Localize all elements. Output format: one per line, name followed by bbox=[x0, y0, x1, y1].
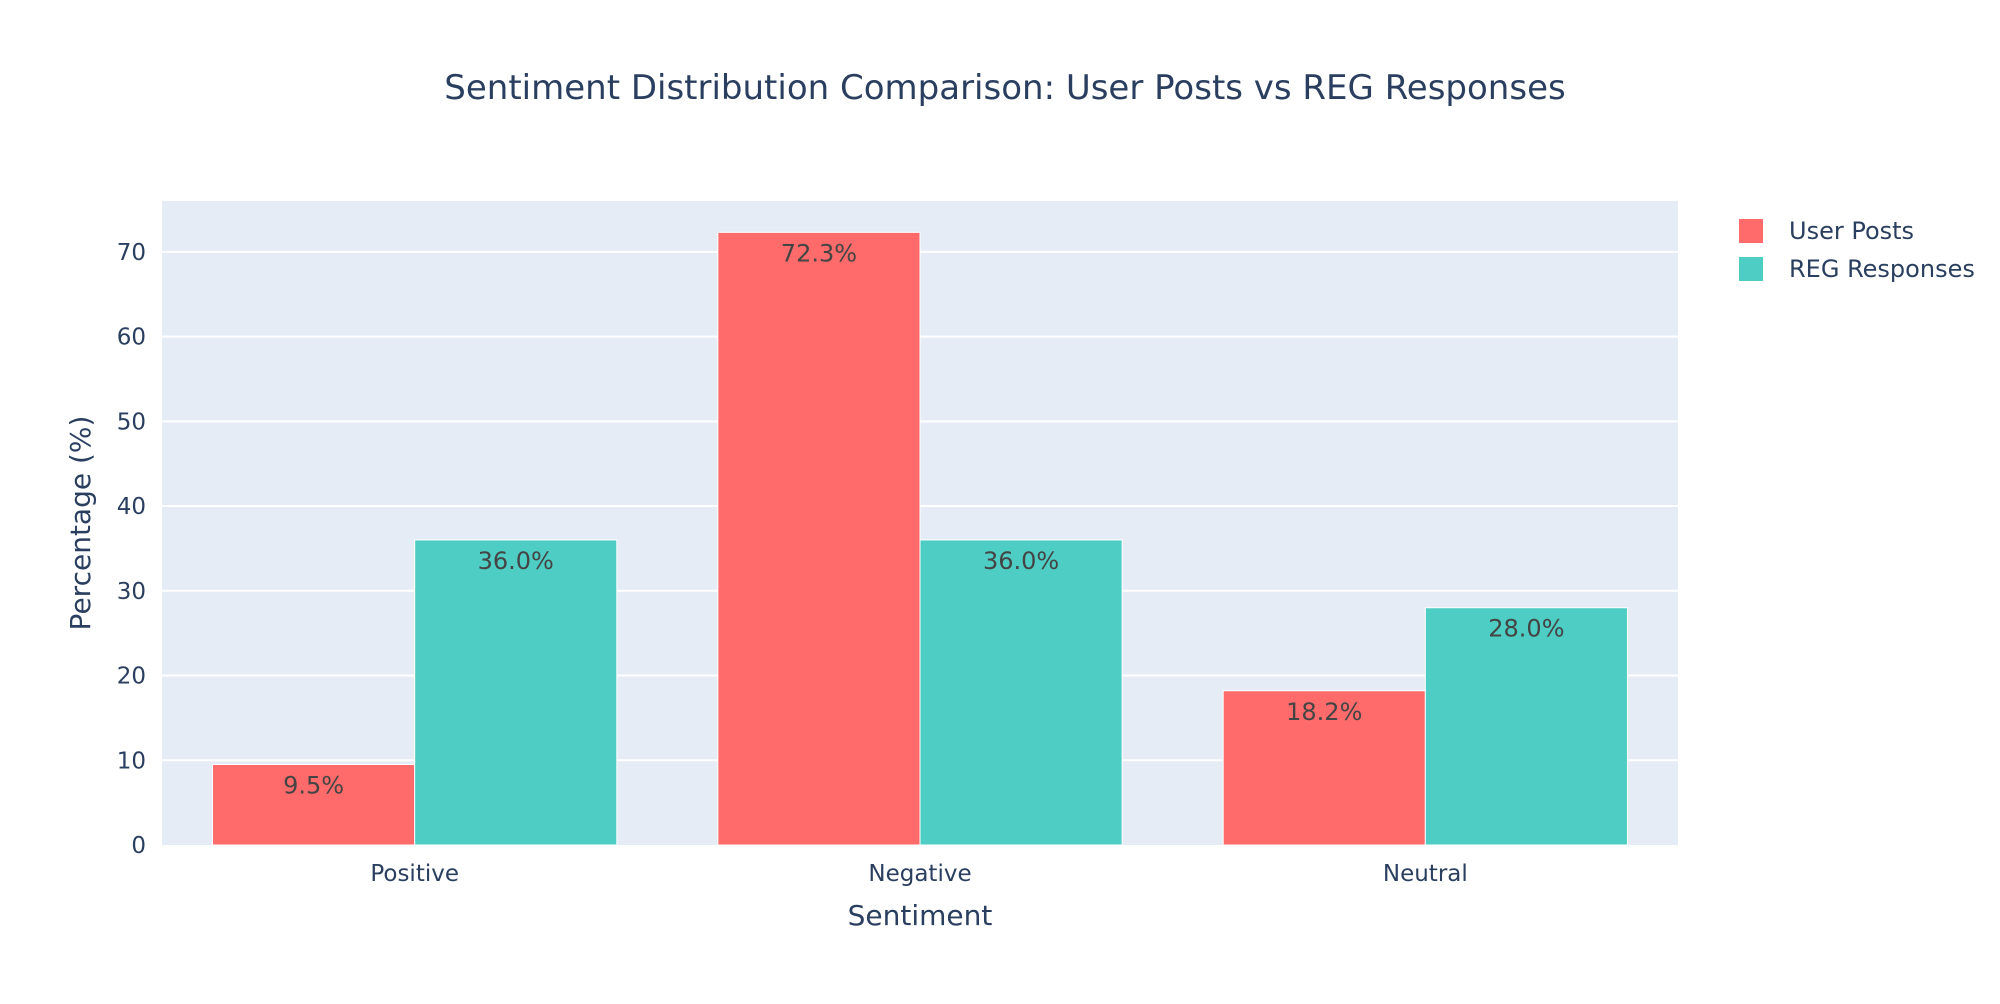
legend-item[interactable]: User Posts bbox=[1739, 217, 1914, 245]
bars bbox=[212, 231, 1628, 846]
legend-item[interactable]: REG Responses bbox=[1739, 255, 1975, 283]
bar-data-label: 36.0% bbox=[478, 547, 554, 575]
chart-title: Sentiment Distribution Comparison: User … bbox=[444, 68, 1565, 108]
bar-data-label: 72.3% bbox=[781, 239, 857, 267]
legend-swatch bbox=[1739, 219, 1763, 243]
bar-data-label: 36.0% bbox=[983, 547, 1059, 575]
x-tick-label: Negative bbox=[868, 861, 971, 887]
y-tick-label: 20 bbox=[117, 664, 146, 690]
legend[interactable]: User Posts REG Responses bbox=[1739, 217, 1975, 283]
bar[interactable] bbox=[919, 539, 1123, 846]
y-tick-label: 30 bbox=[117, 579, 146, 605]
x-tick-label: Positive bbox=[370, 861, 459, 887]
y-axis-ticks: 0 10 20 30 40 50 60 70 bbox=[117, 240, 146, 859]
x-tick-label: Neutral bbox=[1383, 861, 1468, 887]
bar[interactable] bbox=[1424, 607, 1628, 846]
y-axis-title: Percentage (%) bbox=[64, 416, 97, 631]
y-tick-label: 70 bbox=[117, 240, 146, 266]
y-tick-label: 0 bbox=[131, 833, 146, 859]
y-tick-label: 40 bbox=[117, 494, 146, 520]
legend-label: User Posts bbox=[1789, 217, 1914, 245]
bar-data-label: 28.0% bbox=[1488, 615, 1564, 643]
y-tick-label: 60 bbox=[117, 325, 146, 351]
y-tick-label: 10 bbox=[117, 748, 146, 774]
bar-data-label: 9.5% bbox=[283, 772, 344, 800]
bar[interactable] bbox=[717, 231, 921, 846]
bar[interactable] bbox=[414, 539, 618, 846]
x-axis-ticks: Positive Negative Neutral bbox=[370, 861, 1467, 887]
legend-label: REG Responses bbox=[1789, 255, 1975, 283]
bar[interactable] bbox=[212, 764, 416, 846]
y-tick-label: 50 bbox=[117, 409, 146, 435]
legend-swatch bbox=[1739, 257, 1763, 281]
bar-labels: 9.5% 36.0% 72.3% 36.0% 18.2% 28.0% bbox=[283, 239, 1564, 799]
bar[interactable] bbox=[1222, 690, 1426, 846]
x-axis-title: Sentiment bbox=[848, 899, 993, 932]
bar-data-label: 18.2% bbox=[1286, 698, 1362, 726]
